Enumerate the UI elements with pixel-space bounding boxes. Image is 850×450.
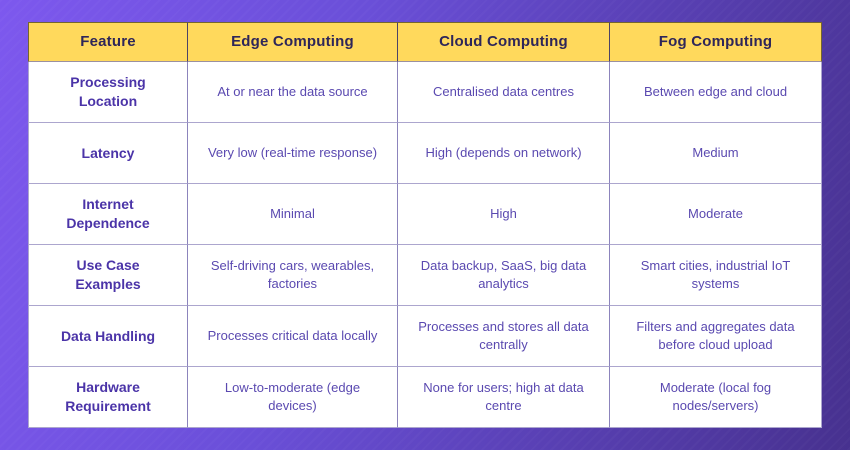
row-label-processing-location: Processing Location [28, 62, 188, 123]
column-header-edge-computing: Edge Computing [188, 22, 398, 62]
column-header-fog-computing: Fog Computing [610, 22, 822, 62]
row-label-latency: Latency [28, 123, 188, 184]
cell-latency-edge: Very low (real-time response) [188, 123, 398, 184]
cell-use-case-examples-edge: Self-driving cars, wearables, factories [188, 245, 398, 306]
cell-hardware-requirement-cloud: None for users; high at data centre [398, 367, 610, 428]
cell-internet-dependence-fog: Moderate [610, 184, 822, 245]
cell-data-handling-edge: Processes critical data locally [188, 306, 398, 367]
comparison-table: Feature Edge Computing Cloud Computing F… [28, 22, 822, 428]
cell-use-case-examples-fog: Smart cities, industrial IoT systems [610, 245, 822, 306]
row-label-hardware-requirement: Hardware Requirement [28, 367, 188, 428]
row-label-data-handling: Data Handling [28, 306, 188, 367]
cell-processing-location-cloud: Centralised data centres [398, 62, 610, 123]
cell-processing-location-edge: At or near the data source [188, 62, 398, 123]
row-label-use-case-examples: Use Case Examples [28, 245, 188, 306]
cell-data-handling-cloud: Processes and stores all data centrally [398, 306, 610, 367]
row-label-internet-dependence: Internet Dependence [28, 184, 188, 245]
cell-hardware-requirement-fog: Moderate (local fog nodes/servers) [610, 367, 822, 428]
cell-data-handling-fog: Filters and aggregates data before cloud… [610, 306, 822, 367]
column-header-cloud-computing: Cloud Computing [398, 22, 610, 62]
cell-latency-fog: Medium [610, 123, 822, 184]
cell-use-case-examples-cloud: Data backup, SaaS, big data analytics [398, 245, 610, 306]
cell-internet-dependence-cloud: High [398, 184, 610, 245]
cell-hardware-requirement-edge: Low-to-moderate (edge devices) [188, 367, 398, 428]
column-header-feature: Feature [28, 22, 188, 62]
cell-processing-location-fog: Between edge and cloud [610, 62, 822, 123]
cell-internet-dependence-edge: Minimal [188, 184, 398, 245]
cell-latency-cloud: High (depends on network) [398, 123, 610, 184]
